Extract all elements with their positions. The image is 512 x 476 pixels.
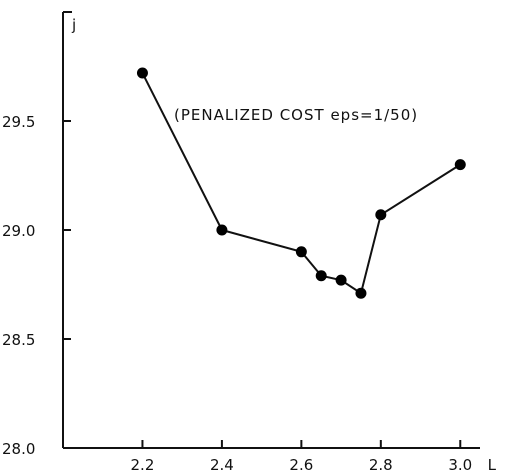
x-tick-label: 2.8: [369, 456, 393, 474]
data-point: [315, 270, 327, 282]
x-axis-label: L: [488, 456, 497, 474]
data-point: [295, 246, 307, 258]
data-point: [335, 274, 347, 286]
y-axis-label: j: [71, 16, 76, 34]
y-ticks: 28.0 28.5 29.0 29.5: [2, 113, 71, 458]
x-tick-label: 2.2: [131, 456, 155, 474]
y-tick-label: 28.5: [2, 331, 35, 349]
data-point: [136, 67, 148, 79]
x-tick-label: 3.0: [448, 456, 472, 474]
data-point: [375, 209, 387, 221]
y-tick-label: 29.0: [2, 222, 35, 240]
data-point: [355, 287, 367, 299]
series-line: [141, 72, 461, 295]
series-group: [136, 67, 466, 299]
x-ticks: 2.2 2.4 2.6 2.8 3.0: [131, 440, 472, 474]
y-tick-label: 29.5: [2, 113, 35, 131]
data-point: [216, 224, 228, 236]
y-tick-label: 28.0: [2, 440, 35, 458]
axes: [62, 11, 480, 449]
x-tick-label: 2.6: [289, 456, 313, 474]
x-tick-label: 2.4: [210, 456, 234, 474]
data-point: [454, 159, 466, 171]
chart-annotation: (PENALIZED COST eps=1/50): [174, 106, 418, 124]
